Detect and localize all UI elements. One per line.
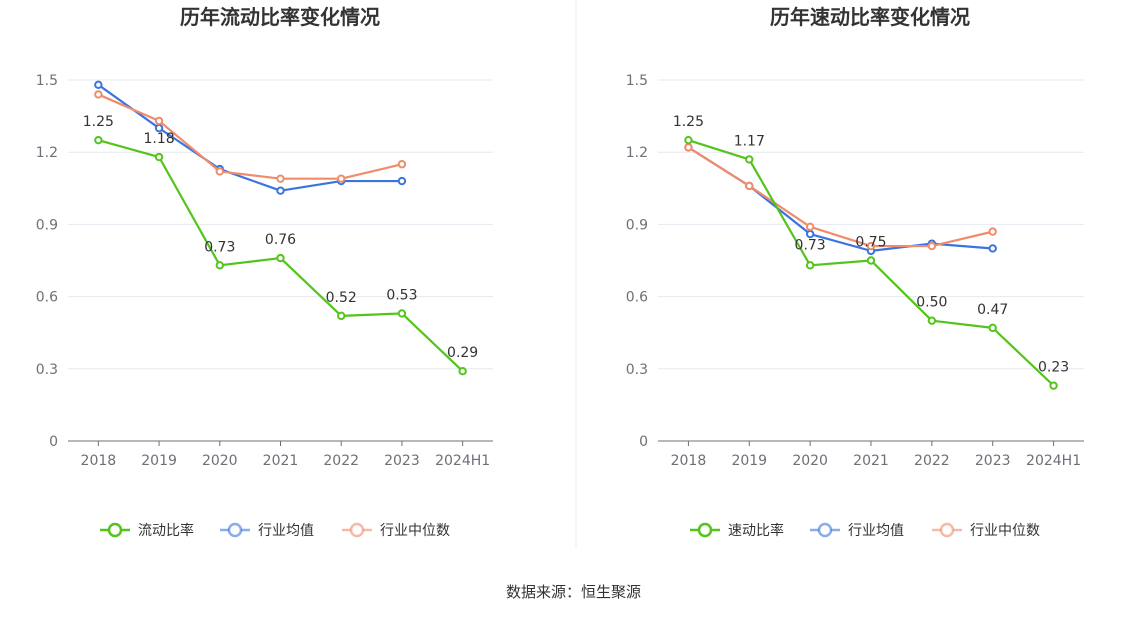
data-point-company[interactable] <box>215 261 224 270</box>
legend-label: 行业中位数 <box>970 523 1040 539</box>
legend-item-company[interactable]: 速动比率 <box>690 522 784 539</box>
data-point-company[interactable] <box>988 323 997 333</box>
data-point-company[interactable] <box>458 367 467 376</box>
legend-marker-icon <box>349 522 365 538</box>
y-tick-label: 0.9 <box>626 217 648 233</box>
legend-marker-icon <box>227 522 243 538</box>
legend-label: 速动比率 <box>728 522 784 539</box>
chart-panel-1: 历年流动比率变化情况 0 0.3 0.6 0.9 1.2 1.5 2018 2019 2020 20… <box>36 5 493 539</box>
data-point-industry_avg[interactable] <box>988 244 997 253</box>
data-point-company[interactable] <box>1049 381 1058 390</box>
data-label: 0.47 <box>977 302 1008 318</box>
legend-item-industry_median[interactable]: 行业中位数 <box>932 522 1040 539</box>
y-tick-label: 0 <box>49 434 58 450</box>
legend-item-industry_avg[interactable]: 行业均值 <box>810 522 904 539</box>
data-point-industry_median[interactable] <box>684 143 693 152</box>
x-tick-label: 2022 <box>914 453 950 469</box>
series-line-industry_median <box>97 93 403 180</box>
x-tick-label: 2019 <box>731 453 767 469</box>
data-label: 0.73 <box>204 239 235 255</box>
y-tick-label: 1.2 <box>626 145 648 161</box>
x-tick-label: 2018 <box>81 453 117 469</box>
data-point-company[interactable] <box>397 309 407 318</box>
y-tick-label: 0.3 <box>36 362 58 378</box>
x-tick-label: 2021 <box>853 453 889 469</box>
data-point-industry_median[interactable] <box>337 174 346 183</box>
y-tick-label: 0.3 <box>626 362 648 378</box>
data-point-industry_avg[interactable] <box>276 186 285 195</box>
data-label: 1.18 <box>143 131 174 147</box>
x-tick-label: 2020 <box>202 453 238 469</box>
data-point-industry_median[interactable] <box>745 181 754 191</box>
data-label: 0.29 <box>447 345 478 361</box>
data-point-industry_median[interactable] <box>94 90 103 99</box>
data-point-industry_median[interactable] <box>866 241 876 251</box>
data-point-company[interactable] <box>684 135 693 145</box>
data-point-company[interactable] <box>276 253 285 263</box>
chart-title: 历年流动比率变化情况 <box>180 5 380 29</box>
y-tick-label: 1.5 <box>36 73 58 89</box>
data-point-industry_avg[interactable] <box>94 80 103 90</box>
y-tick-label: 1.5 <box>626 73 648 89</box>
legend-label: 行业均值 <box>258 523 314 539</box>
data-label: 1.25 <box>673 114 704 130</box>
chart-panel-2: 历年速动比率变化情况 0 0.3 0.6 0.9 1.2 1.5 2018 2019 2020 20… <box>626 5 1084 539</box>
series-line-industry_median <box>687 146 993 248</box>
data-point-company[interactable] <box>866 256 876 265</box>
x-tick-label: 2020 <box>792 453 828 469</box>
data-point-company[interactable] <box>154 152 164 162</box>
data-point-company[interactable] <box>94 135 103 145</box>
x-tick-label: 2024H1 <box>435 453 490 469</box>
legend-label: 行业均值 <box>848 523 904 539</box>
data-point-industry_avg[interactable] <box>397 176 407 186</box>
data-label: 0.52 <box>326 290 357 306</box>
data-point-company[interactable] <box>337 311 346 321</box>
data-label: 0.53 <box>386 287 417 303</box>
y-tick-label: 0.9 <box>36 217 58 233</box>
data-point-company[interactable] <box>927 316 937 325</box>
y-tick-label: 1.2 <box>36 145 58 161</box>
data-label: 0.75 <box>855 235 886 251</box>
x-tick-label: 2023 <box>975 453 1011 469</box>
legend-item-industry_median[interactable]: 行业中位数 <box>342 522 450 539</box>
x-tick-label: 2023 <box>384 453 420 469</box>
data-point-industry_median[interactable] <box>215 167 224 176</box>
legend-item-company[interactable]: 流动比率 <box>100 522 194 539</box>
y-tick-label: 0 <box>639 434 648 450</box>
data-point-industry_median[interactable] <box>927 241 937 251</box>
data-point-industry_median[interactable] <box>805 222 815 232</box>
x-tick-label: 2024H1 <box>1026 453 1081 469</box>
legend-label: 行业中位数 <box>380 523 450 539</box>
data-label: 1.17 <box>734 133 765 149</box>
y-tick-label: 0.6 <box>36 290 58 306</box>
series-line-industry_avg <box>97 83 402 192</box>
data-label: 0.73 <box>795 237 826 253</box>
data-point-industry_avg[interactable] <box>805 229 815 239</box>
legend-marker-icon <box>939 522 955 538</box>
x-tick-label: 2018 <box>671 453 707 469</box>
x-tick-label: 2019 <box>141 453 177 469</box>
data-source-note: 数据来源：恒生聚源 <box>505 583 641 601</box>
legend-label: 流动比率 <box>138 522 194 539</box>
x-tick-label: 2021 <box>263 453 299 469</box>
legend-marker-icon <box>697 522 713 538</box>
data-label: 0.23 <box>1038 360 1069 376</box>
chart-title: 历年速动比率变化情况 <box>770 5 970 29</box>
data-point-industry_median[interactable] <box>988 227 997 236</box>
data-point-industry_median[interactable] <box>397 160 407 169</box>
data-point-company[interactable] <box>745 155 754 164</box>
legend-marker-icon <box>817 522 833 538</box>
data-point-industry_median[interactable] <box>276 174 285 183</box>
data-point-company[interactable] <box>805 261 815 270</box>
data-label: 0.76 <box>265 232 296 248</box>
data-point-industry_median[interactable] <box>154 116 164 126</box>
legend-marker-icon <box>107 522 123 538</box>
legend-item-industry_avg[interactable]: 行业均值 <box>220 522 314 539</box>
data-label: 0.50 <box>916 295 947 311</box>
data-label: 1.25 <box>83 114 114 130</box>
y-tick-label: 0.6 <box>626 290 648 306</box>
x-tick-label: 2022 <box>323 453 359 469</box>
